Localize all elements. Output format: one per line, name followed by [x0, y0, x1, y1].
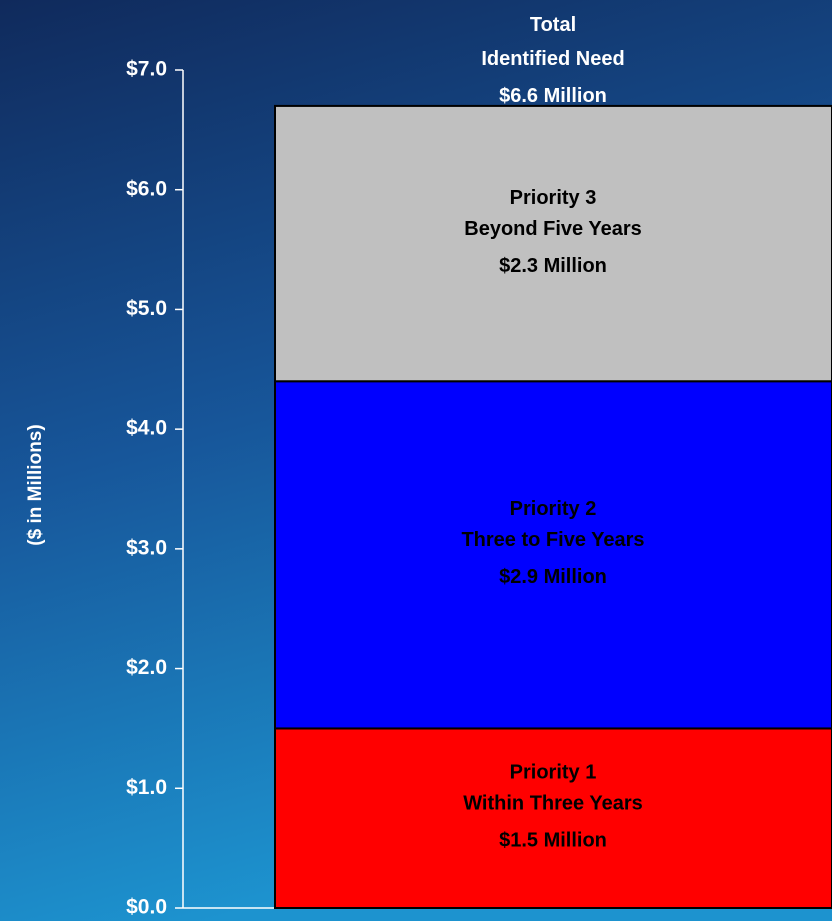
- segment-subtitle: Beyond Five Years: [464, 218, 642, 240]
- total-subtitle: Identified Need: [481, 48, 624, 70]
- y-tick-label: $7.0: [126, 58, 167, 81]
- segment-value-label: $2.3 Million: [499, 255, 607, 277]
- y-tick-label: $0.0: [126, 896, 167, 919]
- segment-value-label: $1.5 Million: [499, 829, 607, 851]
- y-axis-label: ($ in Millions): [25, 424, 46, 545]
- total-value-label: $6.6 Million: [499, 85, 607, 107]
- bar-segment: [274, 727, 832, 910]
- y-tick-label: $4.0: [126, 417, 167, 440]
- y-tick-label: $5.0: [126, 297, 167, 320]
- bar-segment: [274, 380, 832, 730]
- y-tick-label: $3.0: [126, 536, 167, 559]
- segment-name: Priority 1: [510, 761, 597, 783]
- segment-value-label: $2.9 Million: [499, 566, 607, 588]
- segment-name: Priority 2: [510, 498, 597, 520]
- total-title: Total: [530, 14, 576, 36]
- segment-subtitle: Within Three Years: [463, 792, 643, 814]
- bar-segment: [274, 104, 832, 383]
- y-tick-label: $1.0: [126, 776, 167, 799]
- y-tick-label: $2.0: [126, 656, 167, 679]
- segment-subtitle: Three to Five Years: [461, 529, 644, 551]
- y-tick-label: $6.0: [126, 177, 167, 200]
- segment-name: Priority 3: [510, 187, 597, 209]
